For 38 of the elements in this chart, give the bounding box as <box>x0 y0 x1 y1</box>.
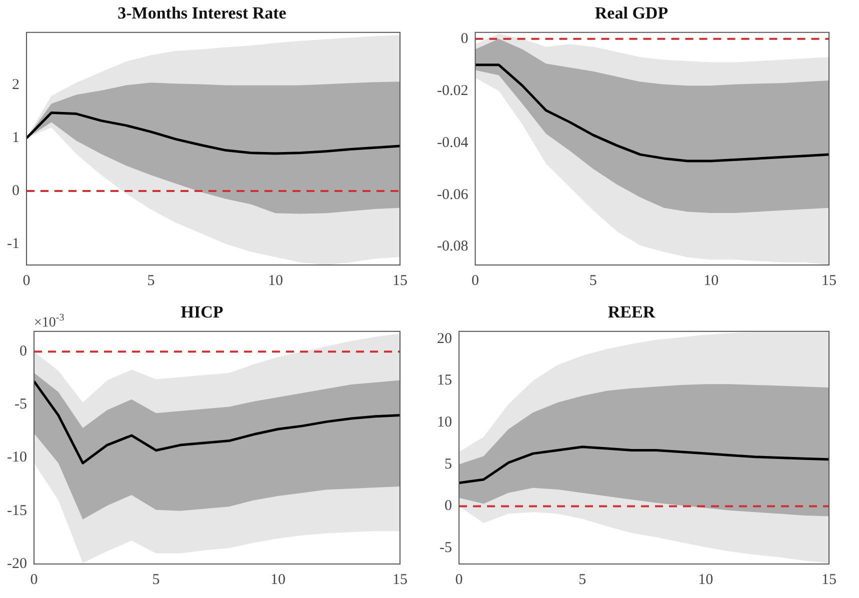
x-tick-label: 10 <box>704 272 719 289</box>
chart-title: HICP <box>180 302 224 322</box>
y-tick-label: -0.06 <box>436 186 469 203</box>
y-tick-label: -1 <box>6 236 20 252</box>
x-tick-label: 0 <box>30 572 38 588</box>
y-tick-label: -10 <box>6 450 27 466</box>
x-tick-label: 5 <box>589 272 597 289</box>
x-tick-label: 15 <box>392 572 408 588</box>
x-tick-label: 0 <box>471 272 479 289</box>
y-tick-label: 0 <box>460 30 468 47</box>
y-tick-label: -5 <box>14 396 27 413</box>
y-tick-label: 5 <box>444 456 452 472</box>
y-tick-label: 15 <box>437 372 452 389</box>
x-tick-label: 15 <box>822 572 836 588</box>
y-tick-label: 0 <box>444 498 452 514</box>
y-tick-label: -0.08 <box>436 238 468 255</box>
chart-title: 3-Months Interest Rate <box>118 4 287 23</box>
x-tick-label: 10 <box>698 572 714 588</box>
y-tick-label: 1 <box>12 130 20 146</box>
y-tick-label: -20 <box>6 556 27 572</box>
x-tick-label: 5 <box>152 572 160 588</box>
x-tick-label: 15 <box>822 272 836 289</box>
y-tick-label: -0.02 <box>436 82 468 99</box>
y-tick-label: -0.04 <box>436 134 469 151</box>
y-tick-label: 0 <box>19 344 27 360</box>
y-tick-label: 10 <box>437 414 452 431</box>
y-tick-label: 0 <box>12 182 20 199</box>
chart-title: REER <box>608 302 656 322</box>
y-tick-label: -5 <box>440 540 452 556</box>
chart-title: Real GDP <box>594 4 668 23</box>
x-tick-label: 5 <box>147 272 155 289</box>
x-tick-label: 10 <box>268 272 283 289</box>
x-tick-label: 10 <box>270 572 286 588</box>
x-tick-label: 5 <box>578 572 586 588</box>
x-tick-label: 15 <box>392 272 408 289</box>
y-tick-label: -15 <box>6 502 27 519</box>
y-tick-label: 20 <box>437 330 452 347</box>
y-tick-label: 2 <box>12 77 20 94</box>
